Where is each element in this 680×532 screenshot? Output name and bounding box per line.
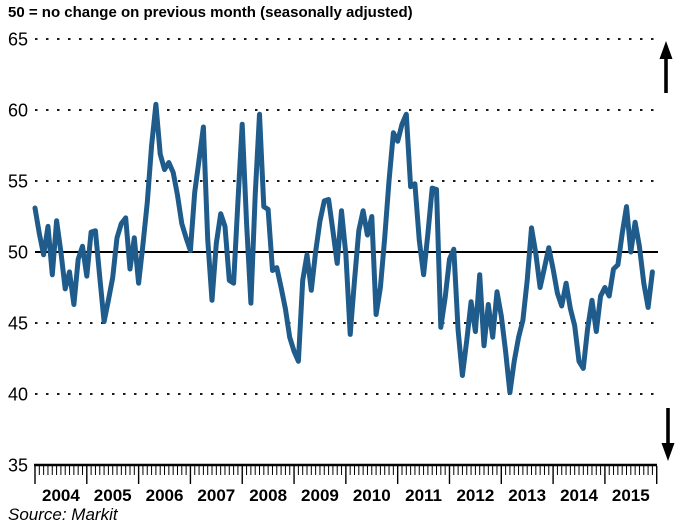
y-axis-label-55: 55 — [8, 172, 28, 192]
x-axis-label-2014: 2014 — [560, 486, 598, 505]
x-axis-label-2008: 2008 — [249, 486, 287, 505]
x-axis-label-2005: 2005 — [94, 486, 132, 505]
x-axis-label-2013: 2013 — [508, 486, 546, 505]
y-axis-label-60: 60 — [8, 101, 28, 121]
x-axis-label-2015: 2015 — [612, 486, 650, 505]
x-axis-label-2009: 2009 — [301, 486, 339, 505]
x-axis-label-2007: 2007 — [197, 486, 235, 505]
x-axis-label-2012: 2012 — [456, 486, 494, 505]
up-arrow-icon — [659, 41, 673, 59]
y-axis-label-45: 45 — [8, 314, 28, 334]
y-axis-label-35: 35 — [8, 456, 28, 476]
y-axis-label-40: 40 — [8, 385, 28, 405]
x-axis-label-2004: 2004 — [42, 486, 80, 505]
y-axis-label-50: 50 — [8, 243, 28, 263]
x-axis-label-2010: 2010 — [353, 486, 391, 505]
y-axis-label-65: 65 — [8, 30, 28, 50]
x-axis-label-2011: 2011 — [405, 486, 442, 505]
chart-title: 50 = no change on previous month (season… — [8, 4, 413, 21]
down-arrow-icon — [661, 443, 675, 461]
data-line — [32, 101, 655, 396]
source-caption: Source: Markit — [8, 505, 118, 524]
x-axis-label-2006: 2006 — [146, 486, 184, 505]
